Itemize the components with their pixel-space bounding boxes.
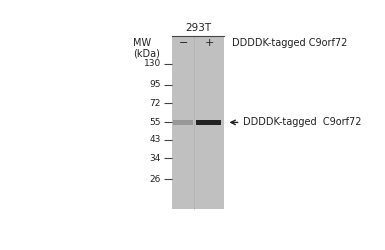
Text: 293T: 293T <box>185 23 211 33</box>
Text: 34: 34 <box>149 154 161 162</box>
Text: 130: 130 <box>144 59 161 68</box>
Text: 55: 55 <box>149 118 161 127</box>
Text: 95: 95 <box>149 80 161 89</box>
Text: MW: MW <box>133 38 151 48</box>
Bar <box>173 120 193 125</box>
Bar <box>196 120 221 125</box>
Text: 43: 43 <box>149 135 161 144</box>
Text: −: − <box>179 38 188 48</box>
Text: +: + <box>204 38 214 48</box>
Text: 26: 26 <box>149 175 161 184</box>
Text: 72: 72 <box>149 99 161 108</box>
Text: (kDa): (kDa) <box>133 48 160 58</box>
Text: DDDDK-tagged  C9orf72: DDDDK-tagged C9orf72 <box>243 118 362 128</box>
Text: DDDDK-tagged C9orf72: DDDDK-tagged C9orf72 <box>232 38 347 48</box>
Bar <box>172 36 224 209</box>
